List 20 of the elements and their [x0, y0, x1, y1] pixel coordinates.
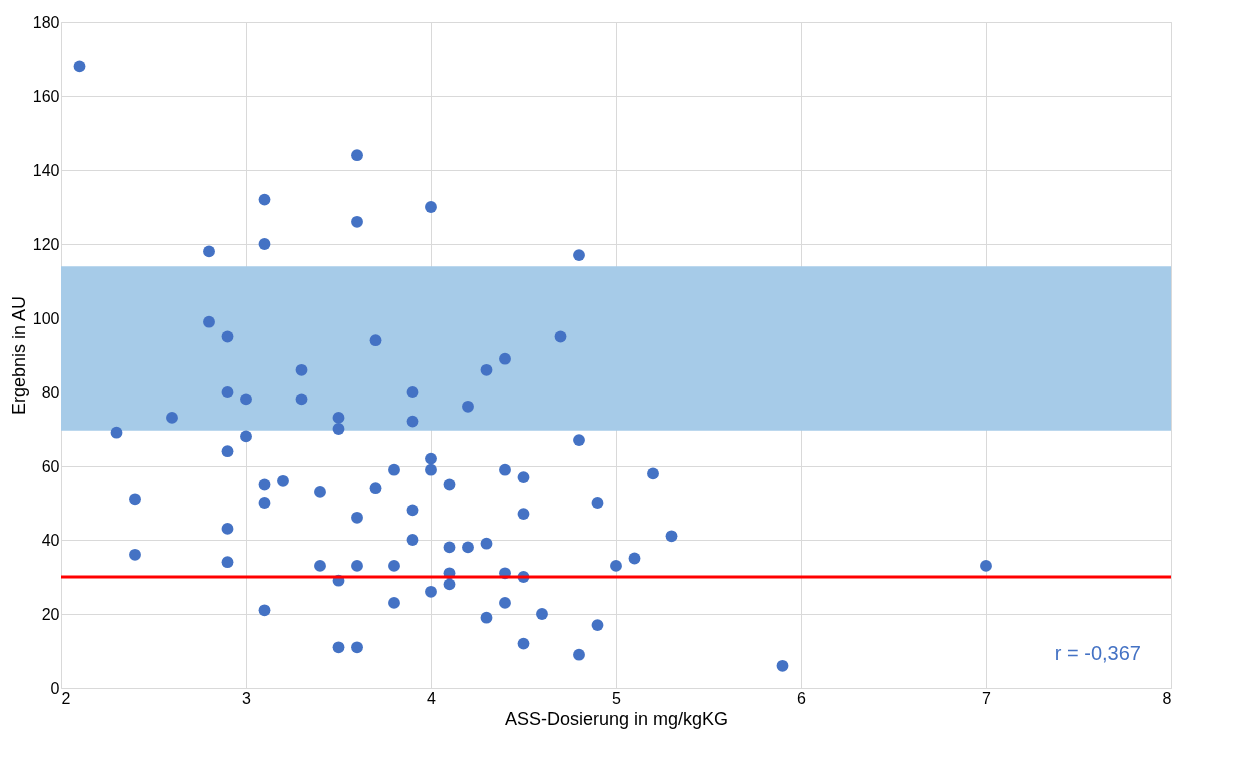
x-tick-label: 6 [797, 689, 807, 707]
annotation: r = -0,367 [1054, 642, 1141, 664]
y-tick-label: 160 [32, 87, 60, 105]
y-tick-label: 80 [41, 383, 60, 401]
y-tick-label: 180 [32, 13, 60, 31]
x-tick-label: 3 [242, 689, 252, 707]
x-tick-label: 2 [61, 689, 71, 707]
y-tick-label: 100 [32, 309, 60, 327]
x-axis-title: ASS-Dosierung in mg/kgKG [504, 708, 729, 729]
x-tick-label: 4 [427, 689, 437, 707]
y-tick-label: 20 [41, 605, 60, 623]
y-tick-label: 0 [50, 679, 60, 697]
y-tick-label: 140 [32, 161, 60, 179]
y-tick-label: 120 [32, 235, 60, 253]
x-tick-label: 5 [612, 689, 622, 707]
y-tick-label: 40 [41, 531, 60, 549]
y-axis-title: Ergebnis in AU [8, 295, 29, 416]
x-tick-label: 8 [1162, 689, 1172, 707]
y-tick-label: 60 [41, 457, 60, 475]
x-tick-label: 7 [982, 689, 992, 707]
